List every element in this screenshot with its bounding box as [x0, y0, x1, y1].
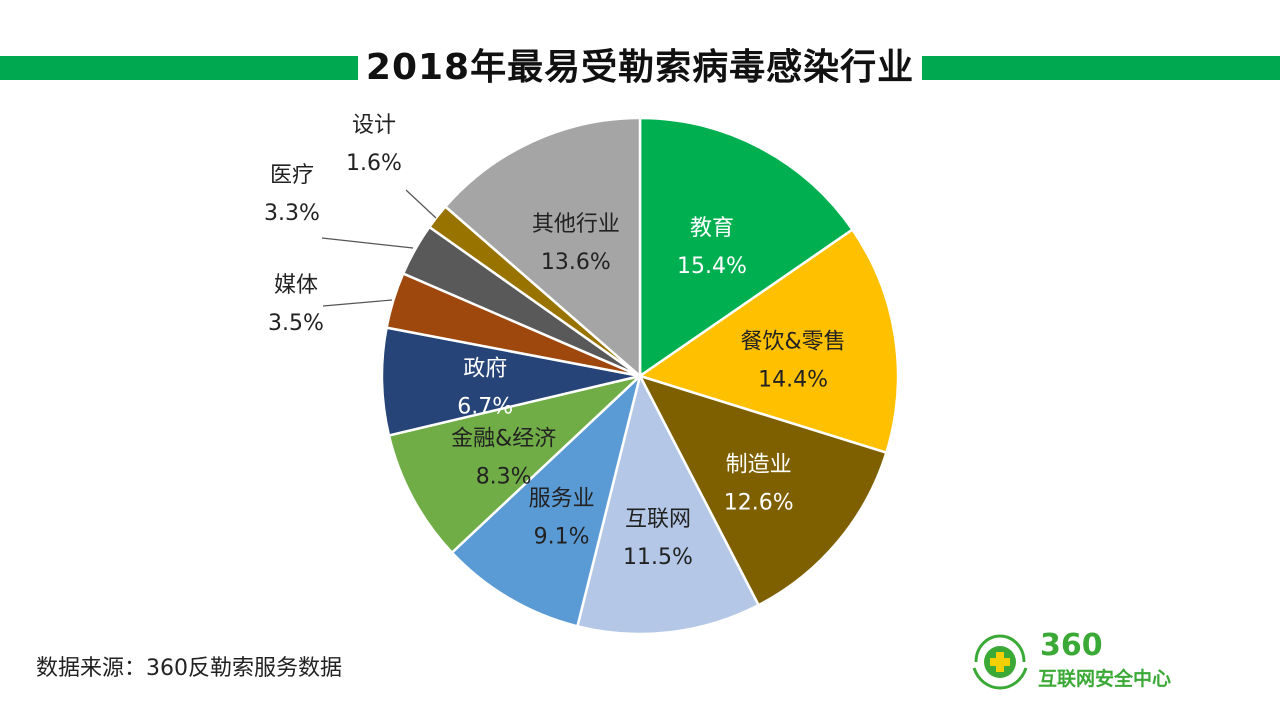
slice-value-其他行业: 13.6%	[541, 250, 611, 275]
logo-number: 360	[1040, 628, 1103, 663]
slice-label-政府: 政府	[463, 356, 507, 381]
slice-value-教育: 15.4%	[677, 254, 747, 279]
slice-label-互联网: 互联网	[625, 507, 691, 532]
pie-slice-服务业	[450, 372, 643, 628]
slice-label-制造业: 制造业	[726, 452, 792, 477]
slice-value-金融-and-经济: 8.3%	[476, 464, 532, 489]
chart-title: 2018年最易受勒索病毒感染行业	[365, 47, 915, 88]
slice-value-政府: 6.7%	[457, 394, 513, 419]
slice-value-医疗: 3.3%	[264, 201, 320, 226]
slice-label-金融-and-经济: 金融&经济	[451, 426, 556, 451]
leader-line-设计	[405, 189, 437, 219]
pie-slice-教育	[638, 116, 855, 379]
pie-slice-金融-and-经济	[387, 373, 645, 555]
slice-value-制造业: 12.6%	[724, 490, 794, 515]
360-cross-shield-icon	[972, 634, 1028, 690]
leader-line-媒体	[322, 299, 393, 307]
pie-slice-餐饮-and-零售	[637, 227, 900, 455]
slice-value-餐饮-and-零售: 14.4%	[758, 368, 828, 393]
pie-slice-政府	[380, 326, 641, 437]
data-source-note: 数据来源：360反勒索服务数据	[36, 656, 342, 681]
slice-value-媒体: 3.5%	[268, 311, 324, 336]
pie-slice-其他行业	[443, 116, 642, 379]
slice-value-互联网: 11.5%	[623, 545, 693, 570]
logo-text: 互联网安全中心	[1038, 668, 1172, 690]
slice-label-教育: 教育	[690, 216, 734, 241]
slice-value-服务业: 9.1%	[534, 524, 590, 549]
slice-label-餐饮-and-零售: 餐饮&零售	[740, 330, 845, 355]
title-accent-bar-left	[0, 56, 358, 80]
title-accent-bar-right	[922, 56, 1280, 80]
slice-label-服务业: 服务业	[529, 486, 595, 511]
slice-label-其他行业: 其他行业	[532, 212, 620, 237]
slice-label-设计: 设计	[352, 113, 396, 138]
pie-slice-互联网	[575, 372, 761, 636]
slice-label-医疗: 医疗	[270, 163, 314, 188]
slice-value-设计: 1.6%	[346, 151, 402, 176]
slice-label-媒体: 媒体	[274, 273, 318, 298]
leader-line-医疗	[321, 237, 414, 249]
pie-slice-制造业	[637, 373, 888, 607]
